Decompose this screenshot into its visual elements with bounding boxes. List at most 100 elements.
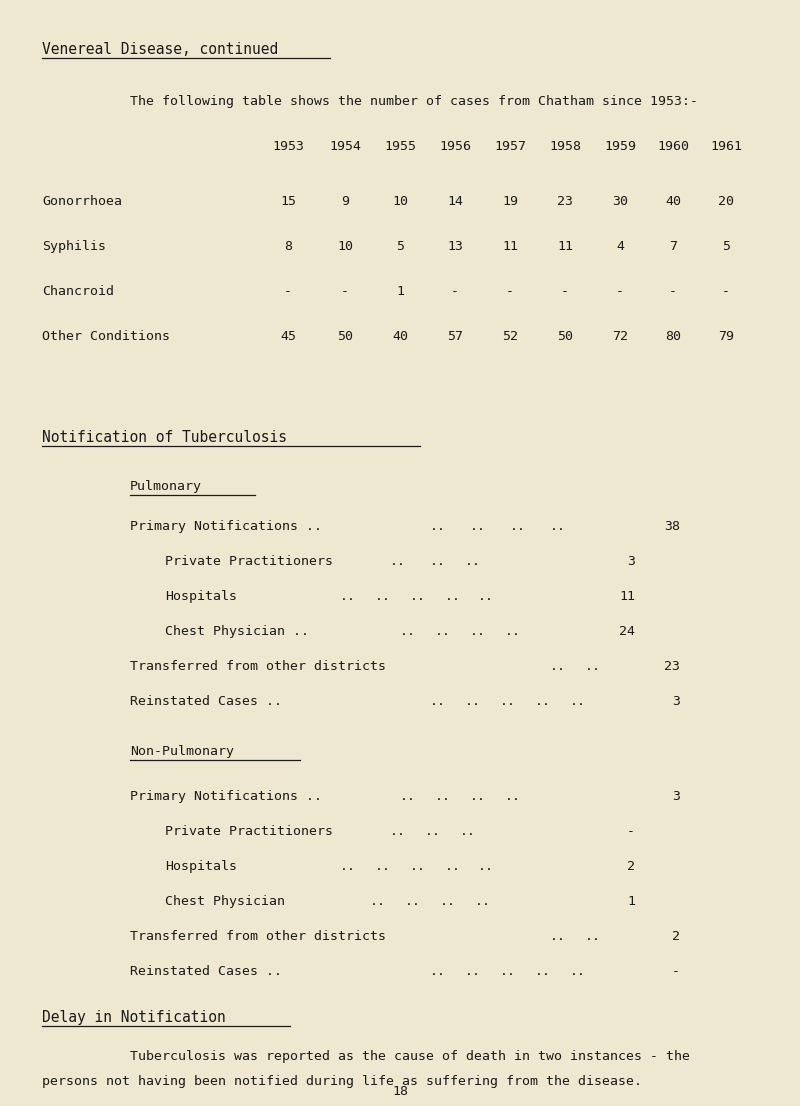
Text: -: - (561, 285, 569, 298)
Text: ..: .. (405, 895, 421, 908)
Text: ..: .. (410, 589, 426, 603)
Text: 1961: 1961 (710, 140, 742, 153)
Text: -: - (341, 285, 349, 298)
Text: Reinstated Cases ..: Reinstated Cases .. (130, 966, 282, 978)
Text: 45: 45 (280, 330, 296, 343)
Text: 72: 72 (612, 330, 628, 343)
Text: 7: 7 (669, 240, 677, 253)
Text: 40: 40 (665, 195, 681, 208)
Text: ..: .. (430, 966, 446, 978)
Text: ..: .. (465, 695, 481, 708)
Text: 3: 3 (672, 695, 680, 708)
Text: ..: .. (585, 660, 601, 672)
Text: ..: .. (505, 625, 521, 638)
Text: ..: .. (440, 895, 456, 908)
Text: 10: 10 (337, 240, 353, 253)
Text: 52: 52 (502, 330, 518, 343)
Text: 1: 1 (627, 895, 635, 908)
Text: 19: 19 (502, 195, 518, 208)
Text: -: - (506, 285, 514, 298)
Text: Tuberculosis was reported as the cause of death in two instances - the: Tuberculosis was reported as the cause o… (130, 1050, 690, 1063)
Text: 18: 18 (392, 1085, 408, 1098)
Text: Private Practitioners: Private Practitioners (165, 555, 333, 568)
Text: Delay in Notification: Delay in Notification (42, 1010, 226, 1025)
Text: Private Practitioners: Private Practitioners (165, 825, 333, 838)
Text: 11: 11 (619, 589, 635, 603)
Text: ..: .. (475, 895, 491, 908)
Text: ..: .. (370, 895, 386, 908)
Text: Syphilis: Syphilis (42, 240, 106, 253)
Text: ..: .. (400, 790, 416, 803)
Text: ..: .. (435, 625, 451, 638)
Text: 10: 10 (392, 195, 408, 208)
Text: Hospitals: Hospitals (165, 860, 237, 873)
Text: 1954: 1954 (329, 140, 361, 153)
Text: -: - (284, 285, 292, 298)
Text: 8: 8 (284, 240, 292, 253)
Text: persons not having been notified during life as suffering from the disease.: persons not having been notified during … (42, 1075, 642, 1088)
Text: ..: .. (445, 589, 461, 603)
Text: ..: .. (570, 695, 586, 708)
Text: ..: .. (430, 695, 446, 708)
Text: 11: 11 (502, 240, 518, 253)
Text: 3: 3 (672, 790, 680, 803)
Text: ..: .. (500, 695, 516, 708)
Text: Pulmonary: Pulmonary (130, 480, 202, 493)
Text: 3: 3 (627, 555, 635, 568)
Text: 5: 5 (722, 240, 730, 253)
Text: ..: .. (445, 860, 461, 873)
Text: ..: .. (390, 825, 406, 838)
Text: -: - (627, 825, 635, 838)
Text: 2: 2 (672, 930, 680, 943)
Text: ..: .. (470, 520, 486, 533)
Text: Hospitals: Hospitals (165, 589, 237, 603)
Text: Non-Pulmonary: Non-Pulmonary (130, 745, 234, 758)
Text: ..: .. (500, 966, 516, 978)
Text: Venereal Disease, continued: Venereal Disease, continued (42, 42, 278, 58)
Text: ..: .. (478, 589, 494, 603)
Text: -: - (616, 285, 624, 298)
Text: 1960: 1960 (657, 140, 689, 153)
Text: Primary Notifications ..: Primary Notifications .. (130, 790, 322, 803)
Text: 1957: 1957 (494, 140, 526, 153)
Text: Chest Physician ..: Chest Physician .. (165, 625, 309, 638)
Text: ..: .. (425, 825, 441, 838)
Text: 13: 13 (447, 240, 463, 253)
Text: ..: .. (505, 790, 521, 803)
Text: The following table shows the number of cases from Chatham since 1953:-: The following table shows the number of … (130, 95, 698, 108)
Text: -: - (451, 285, 459, 298)
Text: ..: .. (465, 555, 481, 568)
Text: ..: .. (375, 860, 391, 873)
Text: ..: .. (435, 790, 451, 803)
Text: Chancroid: Chancroid (42, 285, 114, 298)
Text: 79: 79 (718, 330, 734, 343)
Text: ..: .. (585, 930, 601, 943)
Text: ..: .. (550, 520, 566, 533)
Text: ..: .. (390, 555, 406, 568)
Text: ..: .. (478, 860, 494, 873)
Text: ..: .. (535, 966, 551, 978)
Text: 30: 30 (612, 195, 628, 208)
Text: 5: 5 (396, 240, 404, 253)
Text: ..: .. (550, 930, 566, 943)
Text: Other Conditions: Other Conditions (42, 330, 170, 343)
Text: ..: .. (510, 520, 526, 533)
Text: 40: 40 (392, 330, 408, 343)
Text: Gonorrhoea: Gonorrhoea (42, 195, 122, 208)
Text: 11: 11 (557, 240, 573, 253)
Text: ..: .. (470, 625, 486, 638)
Text: ..: .. (430, 555, 446, 568)
Text: -: - (669, 285, 677, 298)
Text: Transferred from other districts: Transferred from other districts (130, 660, 386, 672)
Text: 4: 4 (616, 240, 624, 253)
Text: 23: 23 (557, 195, 573, 208)
Text: 1953: 1953 (272, 140, 304, 153)
Text: Primary Notifications ..: Primary Notifications .. (130, 520, 322, 533)
Text: 1956: 1956 (439, 140, 471, 153)
Text: ..: .. (430, 520, 446, 533)
Text: 9: 9 (341, 195, 349, 208)
Text: 2: 2 (627, 860, 635, 873)
Text: Notification of Tuberculosis: Notification of Tuberculosis (42, 430, 287, 445)
Text: ..: .. (460, 825, 476, 838)
Text: ..: .. (470, 790, 486, 803)
